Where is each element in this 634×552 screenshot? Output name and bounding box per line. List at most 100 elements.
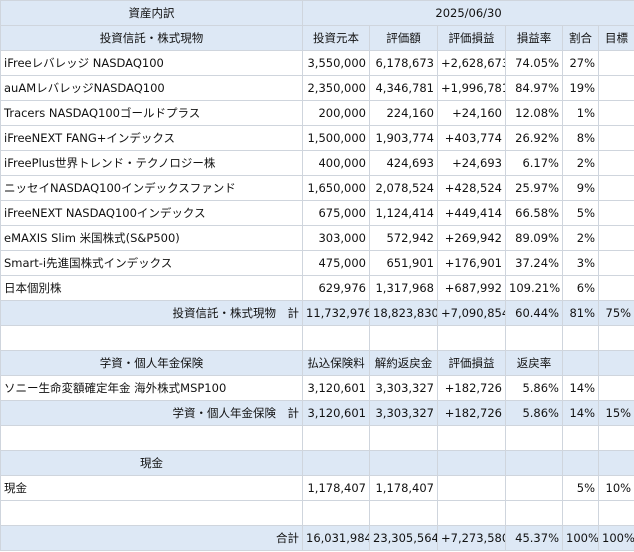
empty-cell bbox=[597, 325, 634, 351]
table-row: ソニー生命変額確定年金 海外株式MSP100 3,120,601 3,303,327… bbox=[0, 375, 634, 401]
empty-cell bbox=[369, 425, 438, 451]
principal-cell: 629,976 bbox=[302, 275, 370, 301]
empty-cell bbox=[369, 450, 438, 476]
subtotal-row: 投資信託・株式現物 計 11,732,976 18,823,830 +7,090,85… bbox=[0, 300, 634, 326]
empty-cell bbox=[369, 325, 438, 351]
subtotal-row: 学資・個人年金保険 計 3,120,601 3,303,327 +182,726 5.8… bbox=[0, 400, 634, 426]
table-row: 現金 1,178,407 1,178,407 5% 10% bbox=[0, 475, 634, 501]
empty-cell bbox=[0, 425, 303, 451]
empty-cell bbox=[597, 350, 634, 376]
column-header: 返戻率 bbox=[505, 350, 563, 376]
share-cell: 14% bbox=[562, 400, 599, 426]
value-cell: 651,901 bbox=[369, 250, 438, 276]
gain-cell: +1,996,781 bbox=[437, 75, 506, 101]
share-cell: 19% bbox=[562, 75, 599, 101]
grand-total-label: 合計 bbox=[0, 525, 303, 551]
rate-cell: 84.97% bbox=[505, 75, 563, 101]
empty-cell bbox=[505, 450, 563, 476]
gain-cell: +24,693 bbox=[437, 150, 506, 176]
principal-cell: 1,500,000 bbox=[302, 125, 370, 151]
fund-name: iFreePlus世界トレンド・テクノロジー株 bbox=[0, 150, 303, 176]
empty-cell bbox=[369, 500, 438, 526]
target-cell: 100% bbox=[597, 525, 634, 551]
fund-name: ソニー生命変額確定年金 海外株式MSP100 bbox=[0, 375, 303, 401]
rate-cell: 74.05% bbox=[505, 50, 563, 76]
target-cell bbox=[597, 125, 634, 151]
empty-cell bbox=[437, 450, 506, 476]
principal-cell: 16,031,984 bbox=[302, 525, 370, 551]
section-header-row: 学資・個人年金保険 払込保険料 解約返戻金 評価損益 返戻率 bbox=[0, 350, 634, 376]
value-cell: 2,078,524 bbox=[369, 175, 438, 201]
empty-cell bbox=[437, 475, 506, 501]
section-header-row: 投資信託・株式現物 投資元本 評価額 評価損益 損益率 割合 目標 bbox=[0, 25, 634, 51]
principal-cell: 3,550,000 bbox=[302, 50, 370, 76]
empty-cell bbox=[437, 325, 506, 351]
value-cell: 1,178,407 bbox=[369, 475, 438, 501]
column-header: 払込保険料 bbox=[302, 350, 370, 376]
fund-name: auAMレバレッジNASDAQ100 bbox=[0, 75, 303, 101]
principal-cell: 400,000 bbox=[302, 150, 370, 176]
fund-name: eMAXIS Slim 米国株式(S&P500) bbox=[0, 225, 303, 251]
table-row: iFreeNEXT FANG+インデックス 1,500,000 1,903,774 +… bbox=[0, 125, 634, 151]
empty-cell bbox=[562, 450, 599, 476]
target-cell: 75% bbox=[597, 300, 634, 326]
share-cell: 9% bbox=[562, 175, 599, 201]
gain-cell: +7,090,854 bbox=[437, 300, 506, 326]
column-header: 投資元本 bbox=[302, 25, 370, 51]
target-cell bbox=[597, 200, 634, 226]
share-cell: 14% bbox=[562, 375, 599, 401]
column-header: 評価損益 bbox=[437, 350, 506, 376]
principal-cell: 475,000 bbox=[302, 250, 370, 276]
empty-cell bbox=[0, 325, 303, 351]
principal-cell: 1,178,407 bbox=[302, 475, 370, 501]
section-header-row: 現金 bbox=[0, 450, 634, 476]
fund-name: iFreeレバレッジ NASDAQ100 bbox=[0, 50, 303, 76]
empty-cell bbox=[597, 500, 634, 526]
value-cell: 23,305,564 bbox=[369, 525, 438, 551]
table-row: eMAXIS Slim 米国株式(S&P500) 303,000 572,942 +2… bbox=[0, 225, 634, 251]
value-cell: 1,124,414 bbox=[369, 200, 438, 226]
target-cell bbox=[597, 150, 634, 176]
rate-cell: 66.58% bbox=[505, 200, 563, 226]
table-row: iFreeNEXT NASDAQ100インデックス 675,000 1,124,41… bbox=[0, 200, 634, 226]
target-cell: 15% bbox=[597, 400, 634, 426]
table-row: Smart-i先進国株式インデックス 475,000 651,901 +176,901… bbox=[0, 250, 634, 276]
target-cell bbox=[597, 275, 634, 301]
gain-cell: +7,273,580 bbox=[437, 525, 506, 551]
share-cell: 5% bbox=[562, 200, 599, 226]
target-cell bbox=[597, 225, 634, 251]
empty-cell bbox=[0, 500, 303, 526]
value-cell: 4,346,781 bbox=[369, 75, 438, 101]
gain-cell: +24,160 bbox=[437, 100, 506, 126]
subtotal-label: 学資・個人年金保険 計 bbox=[0, 400, 303, 426]
section-title: 現金 bbox=[0, 450, 303, 476]
table-row: Tracers NASDAQ100ゴールドプラス 200,000 224,160 +2… bbox=[0, 100, 634, 126]
fund-name: 日本個別株 bbox=[0, 275, 303, 301]
spacer-row bbox=[0, 500, 634, 526]
fund-name: ニッセイNASDAQ100インデックスファンド bbox=[0, 175, 303, 201]
share-cell: 100% bbox=[562, 525, 599, 551]
rate-cell: 12.08% bbox=[505, 100, 563, 126]
share-cell: 27% bbox=[562, 50, 599, 76]
empty-cell bbox=[562, 425, 599, 451]
principal-cell: 2,350,000 bbox=[302, 75, 370, 101]
empty-cell bbox=[597, 425, 634, 451]
gain-cell: +687,992 bbox=[437, 275, 506, 301]
table-row: ニッセイNASDAQ100インデックスファンド 1,650,000 2,078,52… bbox=[0, 175, 634, 201]
gain-cell: +449,414 bbox=[437, 200, 506, 226]
section-title: 投資信託・株式現物 bbox=[0, 25, 303, 51]
empty-cell bbox=[302, 425, 370, 451]
spacer-row bbox=[0, 325, 634, 351]
value-cell: 6,178,673 bbox=[369, 50, 438, 76]
target-cell bbox=[597, 375, 634, 401]
empty-cell bbox=[505, 475, 563, 501]
share-cell: 1% bbox=[562, 100, 599, 126]
column-header: 目標 bbox=[597, 25, 634, 51]
target-cell bbox=[597, 75, 634, 101]
column-header: 解約返戻金 bbox=[369, 350, 438, 376]
principal-cell: 303,000 bbox=[302, 225, 370, 251]
rate-cell: 5.86% bbox=[505, 400, 563, 426]
rate-cell: 37.24% bbox=[505, 250, 563, 276]
share-cell: 5% bbox=[562, 475, 599, 501]
